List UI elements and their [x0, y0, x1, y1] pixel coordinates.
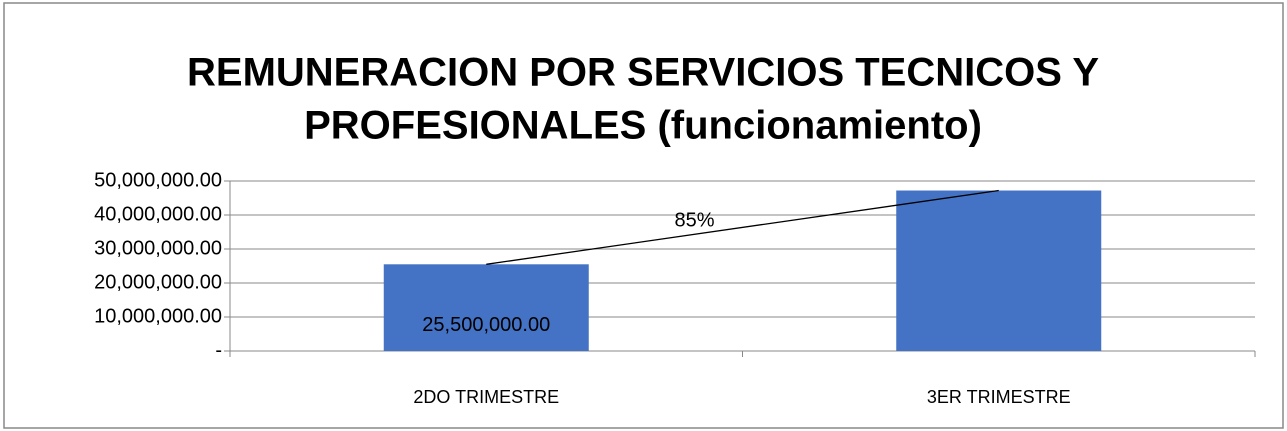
bar [383, 264, 589, 351]
y-tick-label: 30,000,000.00 [94, 237, 222, 259]
data-label: 25,500,000.00 [422, 314, 550, 336]
bar [896, 190, 1102, 351]
x-tick-label: 3ER TRIMESTRE [927, 387, 1071, 407]
chart-title: PROFESIONALES (funcionamiento) [304, 104, 982, 148]
x-tick-label: 2DO TRIMESTRE [413, 387, 559, 407]
y-tick-label: 40,000,000.00 [94, 203, 222, 225]
y-tick-label: 10,000,000.00 [94, 305, 222, 327]
y-tick-label: 20,000,000.00 [94, 271, 222, 293]
y-tick-label: 50,000,000.00 [94, 169, 222, 191]
annotation: 85% [674, 210, 714, 232]
chart-title: REMUNERACION POR SERVICIOS TECNICOS Y [187, 51, 1099, 95]
y-tick-label: - [215, 339, 222, 361]
trend-line [486, 189, 999, 265]
